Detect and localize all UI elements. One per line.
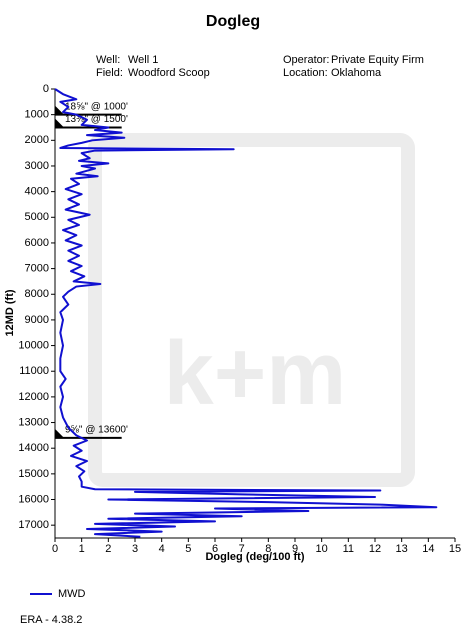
info-label: Well: (96, 54, 120, 66)
y-axis-label: 12MD (ft) (4, 289, 16, 336)
x-tick-label: 12 (369, 543, 381, 555)
x-tick-label: 2 (105, 543, 111, 555)
x-tick-label: 9 (292, 543, 298, 555)
casing-label: 13⅜" @ 1500' (65, 114, 128, 125)
chart-title: Dogleg (206, 13, 260, 30)
y-tick-label: 17000 (18, 519, 49, 531)
x-tick-label: 7 (239, 543, 245, 555)
y-tick-label: 6000 (25, 237, 49, 249)
y-tick-label: 3000 (25, 160, 49, 172)
x-tick-label: 1 (79, 543, 85, 555)
info-label: Location: (283, 67, 328, 79)
footer: ERA - 4.38.2 (20, 614, 82, 626)
watermark: k+m (164, 324, 347, 424)
y-tick-label: 16000 (18, 493, 49, 505)
x-tick-label: 8 (265, 543, 271, 555)
info-value: Woodford Scoop (128, 67, 210, 79)
y-tick-label: 11000 (19, 365, 49, 377)
y-tick-label: 15000 (18, 468, 49, 480)
y-tick-label: 2000 (25, 134, 49, 146)
casing-shoe (55, 428, 64, 438)
watermark-frame (88, 133, 415, 487)
x-axis-label: Dogleg (deg/100 ft) (205, 551, 304, 563)
y-tick-label: 0 (43, 83, 49, 95)
y-tick-label: 9000 (25, 314, 49, 326)
x-tick-label: 0 (52, 543, 58, 555)
info-value: Private Equity Firm (331, 54, 424, 66)
info-label: Field: (96, 67, 123, 79)
casing-shoe (55, 105, 64, 115)
casing-label: 9⅝" @ 13600' (65, 425, 128, 436)
x-tick-label: 3 (132, 543, 138, 555)
x-tick-label: 4 (159, 543, 165, 555)
y-tick-label: 1000 (25, 109, 49, 121)
casing-shoe (55, 118, 64, 128)
y-tick-label: 5000 (25, 211, 49, 223)
data-line (54, 88, 438, 538)
y-tick-label: 13000 (18, 416, 49, 428)
y-tick-label: 14000 (18, 442, 49, 454)
x-tick-label: 5 (185, 543, 191, 555)
x-tick-label: 15 (449, 543, 461, 555)
x-tick-label: 14 (422, 543, 434, 555)
info-label: Operator: (283, 54, 329, 66)
x-tick-label: 6 (212, 543, 218, 555)
info-value: Oklahoma (331, 67, 382, 79)
legend-label: MWD (58, 588, 86, 600)
info-value: Well 1 (128, 54, 158, 66)
x-tick-label: 10 (316, 543, 328, 555)
y-tick-label: 7000 (25, 263, 49, 275)
x-tick-label: 13 (396, 543, 408, 555)
casing-label: 18⅝" @ 1000' (65, 101, 128, 112)
x-tick-label: 11 (343, 543, 354, 555)
y-tick-label: 8000 (25, 288, 49, 300)
y-tick-label: 10000 (18, 339, 49, 351)
y-tick-label: 4000 (25, 186, 49, 198)
y-tick-label: 12000 (18, 391, 49, 403)
